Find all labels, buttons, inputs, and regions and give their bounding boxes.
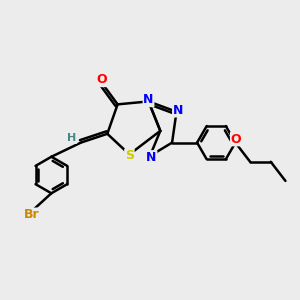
Text: N: N (143, 93, 154, 106)
Text: N: N (146, 151, 157, 164)
Text: O: O (231, 133, 241, 146)
Text: N: N (173, 104, 183, 117)
Text: Br: Br (23, 208, 39, 221)
Text: O: O (96, 74, 107, 86)
Text: S: S (125, 149, 134, 162)
Text: H: H (67, 133, 76, 143)
